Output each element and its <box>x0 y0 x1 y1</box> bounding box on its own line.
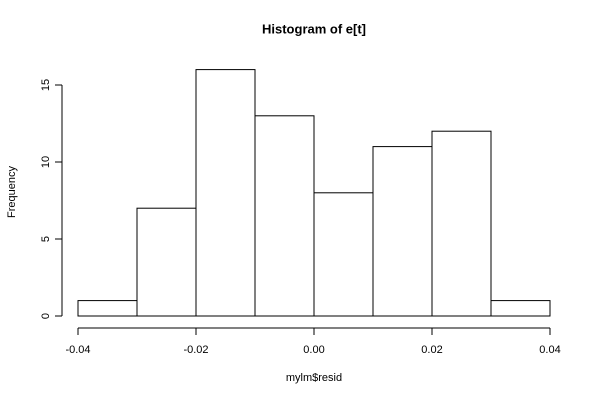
bar <box>431 130 492 317</box>
x-tick-label: 0.02 <box>421 344 442 356</box>
y-tick-label: 5 <box>40 236 52 242</box>
bar <box>490 300 551 317</box>
chart-title: Histogram of e[t] <box>262 21 366 36</box>
y-axis-label: Frequency <box>6 166 18 218</box>
y-tick-label: 15 <box>40 79 52 91</box>
x-tick-label: 0.04 <box>539 344 560 356</box>
bar <box>254 115 315 317</box>
bar <box>372 146 433 317</box>
bar <box>313 192 374 317</box>
x-tick-label: 0.00 <box>303 344 324 356</box>
bar <box>136 207 197 317</box>
bar <box>77 300 138 317</box>
y-tick-label: 10 <box>40 156 52 168</box>
x-tick-label: -0.02 <box>183 344 208 356</box>
x-tick-label: -0.04 <box>65 344 90 356</box>
bar <box>195 69 256 317</box>
x-axis-label: mylm$resid <box>286 372 342 384</box>
y-tick-label: 0 <box>40 313 52 319</box>
